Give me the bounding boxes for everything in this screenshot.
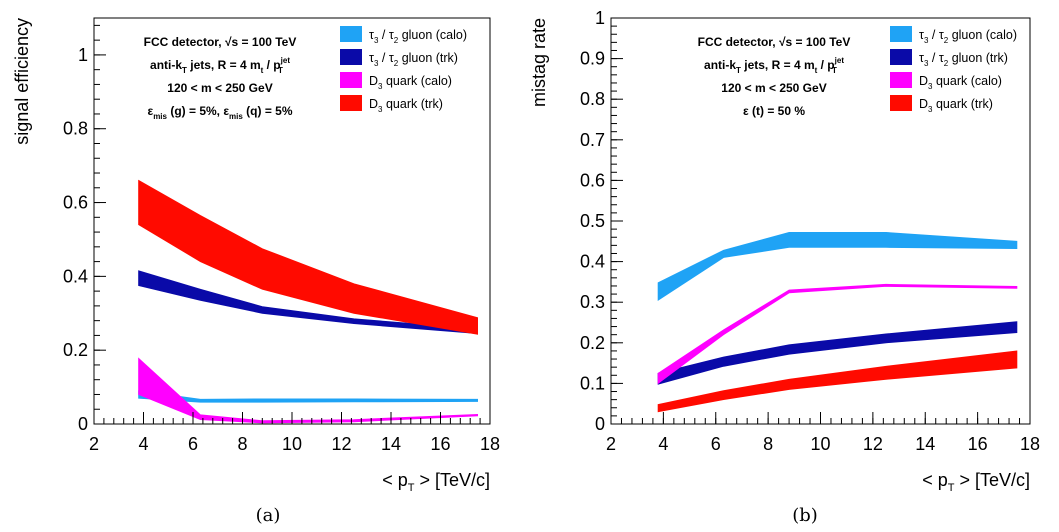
y-tick-label: 0.5 bbox=[580, 211, 605, 231]
series-band-d3-trk bbox=[138, 179, 478, 335]
legend-swatch bbox=[890, 49, 912, 65]
x-tick-label: 6 bbox=[188, 434, 198, 454]
x-axis-label: < pT > [TeV/c] bbox=[382, 470, 490, 494]
x-tick-label: 14 bbox=[381, 434, 401, 454]
legend-entry: τ3 / τ2 gluon (calo) bbox=[369, 28, 467, 45]
y-tick-label: 0.2 bbox=[580, 333, 605, 353]
x-tick-label: 4 bbox=[658, 434, 668, 454]
x-tick-label: 2 bbox=[89, 434, 99, 454]
info-line-mass: 120 < m < 250 GeV bbox=[167, 81, 272, 95]
y-tick-label: 0.6 bbox=[63, 193, 88, 213]
info-line-working-point: ε (t) = 50 % bbox=[743, 104, 805, 118]
legend-entry: D3 quark (trk) bbox=[919, 97, 993, 114]
legend-entry: τ3 / τ2 gluon (trk) bbox=[919, 51, 1008, 68]
series-band-d3-calo bbox=[138, 357, 478, 424]
legend-swatch bbox=[340, 95, 362, 111]
chart-panel-b: 2 4 6 8 10 12 14 16 18 0 0.1 0.2 0.3 0.4 0.5 0.6 0.7 0.8 0… bbox=[529, 8, 1040, 526]
y-tick-label: 0.7 bbox=[580, 130, 605, 150]
legend-entry: D3 quark (trk) bbox=[369, 97, 443, 114]
panel-caption: (b) bbox=[792, 505, 818, 526]
legend-swatch bbox=[890, 72, 912, 88]
x-tick-label: 8 bbox=[237, 434, 247, 454]
x-tick-label: 8 bbox=[763, 434, 773, 454]
x-tick-label: 10 bbox=[282, 434, 302, 454]
y-axis-label: signal efficiency bbox=[12, 18, 32, 145]
y-tick-label: 0.1 bbox=[580, 373, 605, 393]
x-tick-label: 16 bbox=[968, 434, 988, 454]
info-line-jets: anti-kT jets, R = 4 mt / pjet T bbox=[150, 56, 290, 75]
y-tick-label: 0 bbox=[595, 414, 605, 434]
y-tick-label: 1 bbox=[78, 45, 88, 65]
y-tick-label: 0.8 bbox=[63, 119, 88, 139]
y-tick-label: 0.8 bbox=[580, 89, 605, 109]
x-tick-label: 14 bbox=[915, 434, 935, 454]
y-tick-label: 1 bbox=[595, 8, 605, 28]
chart-panel-a: 2 4 6 8 10 12 14 16 18 0 0.2 0.4 0.6 0.8 1 < pT > [TeV/… bbox=[12, 17, 500, 526]
x-tick-label: 12 bbox=[863, 434, 883, 454]
x-tick-label: 16 bbox=[430, 434, 450, 454]
y-tick-label: 0.4 bbox=[63, 266, 88, 286]
legend-swatch bbox=[890, 95, 912, 111]
series-band-d3-trk bbox=[657, 350, 1018, 413]
x-tick-label: 4 bbox=[138, 434, 148, 454]
info-line-detector: FCC detector, √s = 100 TeV bbox=[698, 35, 851, 49]
legend-entry: τ3 / τ2 gluon (calo) bbox=[919, 28, 1017, 45]
legend-entry: D3 quark (calo) bbox=[369, 74, 452, 91]
info-line-detector: FCC detector, √s = 100 TeV bbox=[144, 35, 297, 49]
y-tick-label: 0.9 bbox=[580, 49, 605, 69]
x-axis-label: < pT > [TeV/c] bbox=[922, 470, 1030, 494]
legend-swatch bbox=[340, 26, 362, 42]
legend-swatch bbox=[340, 49, 362, 65]
legend-swatch bbox=[340, 72, 362, 88]
x-tick-label: 6 bbox=[711, 434, 721, 454]
y-tick-label: 0.6 bbox=[580, 170, 605, 190]
y-tick-label: 0.4 bbox=[580, 252, 605, 272]
info-line-mass: 120 < m < 250 GeV bbox=[721, 81, 826, 95]
x-tick-label: 18 bbox=[1020, 434, 1040, 454]
series-band-tau-trk bbox=[657, 321, 1018, 385]
info-line-jets: anti-kT jets, R = 4 mt / pjet T bbox=[704, 56, 844, 75]
x-tick-label: 2 bbox=[606, 434, 616, 454]
legend-entry: D3 quark (calo) bbox=[919, 74, 1002, 91]
info-line-working-point: εmis (g) = 5%, εmis (q) = 5% bbox=[147, 104, 292, 121]
y-axis-label: mistag rate bbox=[529, 18, 549, 107]
series-band-tau-calo bbox=[138, 390, 478, 403]
y-tick-label: 0 bbox=[78, 414, 88, 434]
x-tick-label: 10 bbox=[810, 434, 830, 454]
legend-swatch bbox=[890, 26, 912, 42]
series-band-tau-calo bbox=[657, 232, 1018, 301]
legend-entry: τ3 / τ2 gluon (trk) bbox=[369, 51, 458, 68]
panel-caption: (a) bbox=[256, 505, 281, 526]
series-band-d3-calo bbox=[657, 283, 1018, 385]
y-tick-label: 0.3 bbox=[580, 292, 605, 312]
y-tick-label: 0.2 bbox=[63, 340, 88, 360]
x-tick-label: 12 bbox=[331, 434, 351, 454]
x-tick-label: 18 bbox=[480, 434, 500, 454]
